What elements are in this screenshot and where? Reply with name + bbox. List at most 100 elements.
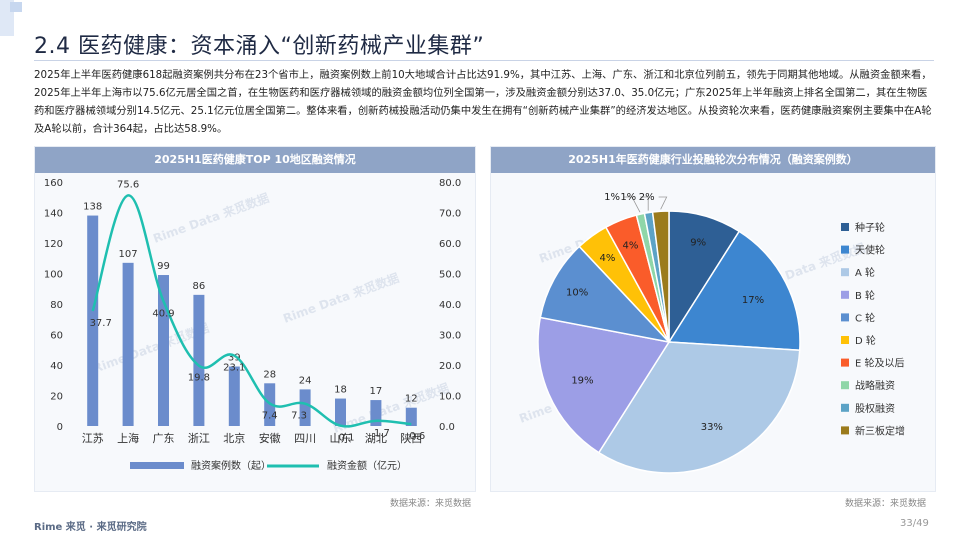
y-right-tick-label: 0.0	[439, 422, 455, 433]
watermark-text: Rime Data 来觅数据	[331, 380, 451, 436]
y-right-tick-label: 30.0	[439, 331, 461, 342]
pie-value-label: 10%	[566, 288, 588, 299]
bar-3	[193, 294, 205, 426]
pie-slice-9	[651, 210, 670, 343]
page-title: 2.4 医药健康：资本涌入“创新药械产业集群”	[34, 34, 485, 59]
line-value-label: 37.7	[90, 318, 112, 329]
legend-swatch-6	[841, 358, 849, 367]
round-distribution-panel: 2025H1年医药健康行业投融轮次分布情况（融资案例数） Rime Data 来…	[490, 146, 936, 492]
bar-7	[335, 398, 346, 426]
y-left-tick-label: 80	[50, 300, 63, 311]
legend-label-2: A 轮	[855, 266, 875, 279]
bar-4	[228, 366, 240, 426]
x-tick-label: 安徽	[259, 431, 281, 445]
pie-value-label: 1%	[620, 192, 636, 203]
left-source-note: 数据来源：来觅数据	[390, 499, 472, 509]
legend-swatch-8	[841, 403, 849, 412]
legend-label-3: B 轮	[855, 289, 875, 302]
pie-leader-line	[658, 196, 668, 210]
pie-value-label: 2%	[639, 192, 655, 203]
pie-value-label: 4%	[622, 241, 638, 252]
y-right-tick-label: 80.0	[439, 178, 461, 189]
page-number: 33/49	[900, 518, 929, 529]
legend-swatch-bar	[130, 462, 184, 469]
legend-swatch-9	[841, 426, 849, 435]
pie-value-label: 4%	[599, 253, 615, 264]
y-left-tick-label: 60	[50, 331, 63, 342]
bar-value-label: 86	[193, 281, 206, 292]
x-tick-label: 上海	[117, 431, 139, 445]
region-financing-panel: 2025H1医药健康TOP 10地区融资情况 Rime Data 来觅数据 Rim…	[34, 146, 476, 492]
legend-label-9: 新三板定增	[855, 424, 905, 437]
line-value-label: 40.9	[152, 308, 174, 319]
legend-label-1: 天使轮	[855, 244, 885, 257]
bar-value-label: 138	[83, 202, 102, 213]
x-tick-label: 四川	[294, 432, 316, 445]
bar-9	[405, 407, 417, 426]
bar-value-label: 18	[334, 385, 347, 396]
pie-leader-line	[640, 196, 649, 211]
x-tick-label: 浙江	[188, 432, 210, 445]
y-right-tick-label: 20.0	[439, 361, 461, 372]
line-value-label: 1.7	[374, 428, 390, 439]
pie-value-label: 1%	[604, 192, 620, 203]
summary-paragraph: 2025年上半年医药健康618起融资案例共分布在23个省市上，融资案例数上前10…	[34, 66, 934, 138]
legend-swatch-3	[841, 290, 849, 299]
pie-value-label: 9%	[690, 237, 706, 248]
line-value-label: 75.6	[117, 179, 139, 190]
y-left-tick-label: 20	[50, 392, 63, 403]
pie-value-label: 19%	[571, 375, 593, 386]
bar-value-label: 24	[299, 375, 312, 386]
bar-2	[158, 275, 169, 426]
line-value-label: 7.3	[291, 411, 307, 422]
bar-8	[370, 400, 382, 426]
line-value-label: 23.1	[223, 363, 245, 374]
bar-value-label: 28	[263, 369, 276, 380]
pie-slice-3	[537, 316, 671, 454]
legend-label-6: E 轮及以后	[855, 357, 905, 370]
y-left-tick-label: 40	[50, 361, 63, 372]
footer-brand: Rime 来觅 · 来觅研究院	[34, 522, 147, 533]
legend-label-5: D 轮	[855, 334, 876, 347]
bar-value-label: 12	[405, 394, 418, 405]
pie-value-label: 17%	[742, 295, 764, 306]
y-right-tick-label: 60.0	[439, 239, 461, 250]
y-right-tick-label: 70.0	[439, 209, 461, 220]
round-chart-title: 2025H1年医药健康行业投融轮次分布情况（融资案例数）	[491, 147, 935, 173]
y-left-tick-label: 160	[44, 178, 63, 189]
watermark-text: Rime Data 来觅数据	[151, 190, 271, 246]
legend-label-0: 种子轮	[855, 221, 885, 234]
y-right-tick-label: 50.0	[439, 270, 461, 281]
legend-swatch-4	[841, 313, 849, 322]
bar-value-label: 17	[370, 386, 383, 397]
bar-6	[299, 389, 311, 426]
legend-label-line: 融资金额（亿元）	[327, 459, 407, 472]
x-tick-label: 江苏	[82, 432, 104, 445]
amount-line	[91, 194, 412, 428]
legend-swatch-0	[841, 223, 849, 231]
corner-decoration	[0, 0, 22, 36]
y-left-tick-label: 100	[44, 270, 63, 281]
pie-leader-line	[623, 196, 641, 213]
y-right-tick-label: 40.0	[439, 300, 461, 311]
legend-swatch-1	[841, 245, 849, 254]
summary-text: 2025年上半年医药健康618起融资案例共分布在23个省市上，融资案例数上前10…	[34, 69, 932, 135]
legend-label-bar: 融资案例数（起）	[191, 459, 271, 472]
x-tick-label: 广东	[153, 432, 175, 445]
line-value-label: 7.4	[262, 410, 278, 421]
pie-slice-4	[539, 245, 672, 344]
y-right-tick-label: 10.0	[439, 392, 461, 403]
bar-0	[87, 215, 99, 426]
legend-swatch-7	[841, 381, 849, 390]
legend-label-7: 战略融资	[855, 379, 895, 392]
legend-label-4: C 轮	[855, 311, 875, 324]
pie-slice-1	[667, 230, 801, 352]
bar-value-label: 107	[119, 249, 138, 260]
legend-swatch-2	[841, 268, 849, 277]
watermark-text: Rime Data 来觅数据	[281, 270, 401, 326]
x-tick-label: 陕西	[400, 431, 422, 445]
line-value-label: 0.1	[339, 433, 355, 444]
bar-1	[122, 262, 134, 426]
